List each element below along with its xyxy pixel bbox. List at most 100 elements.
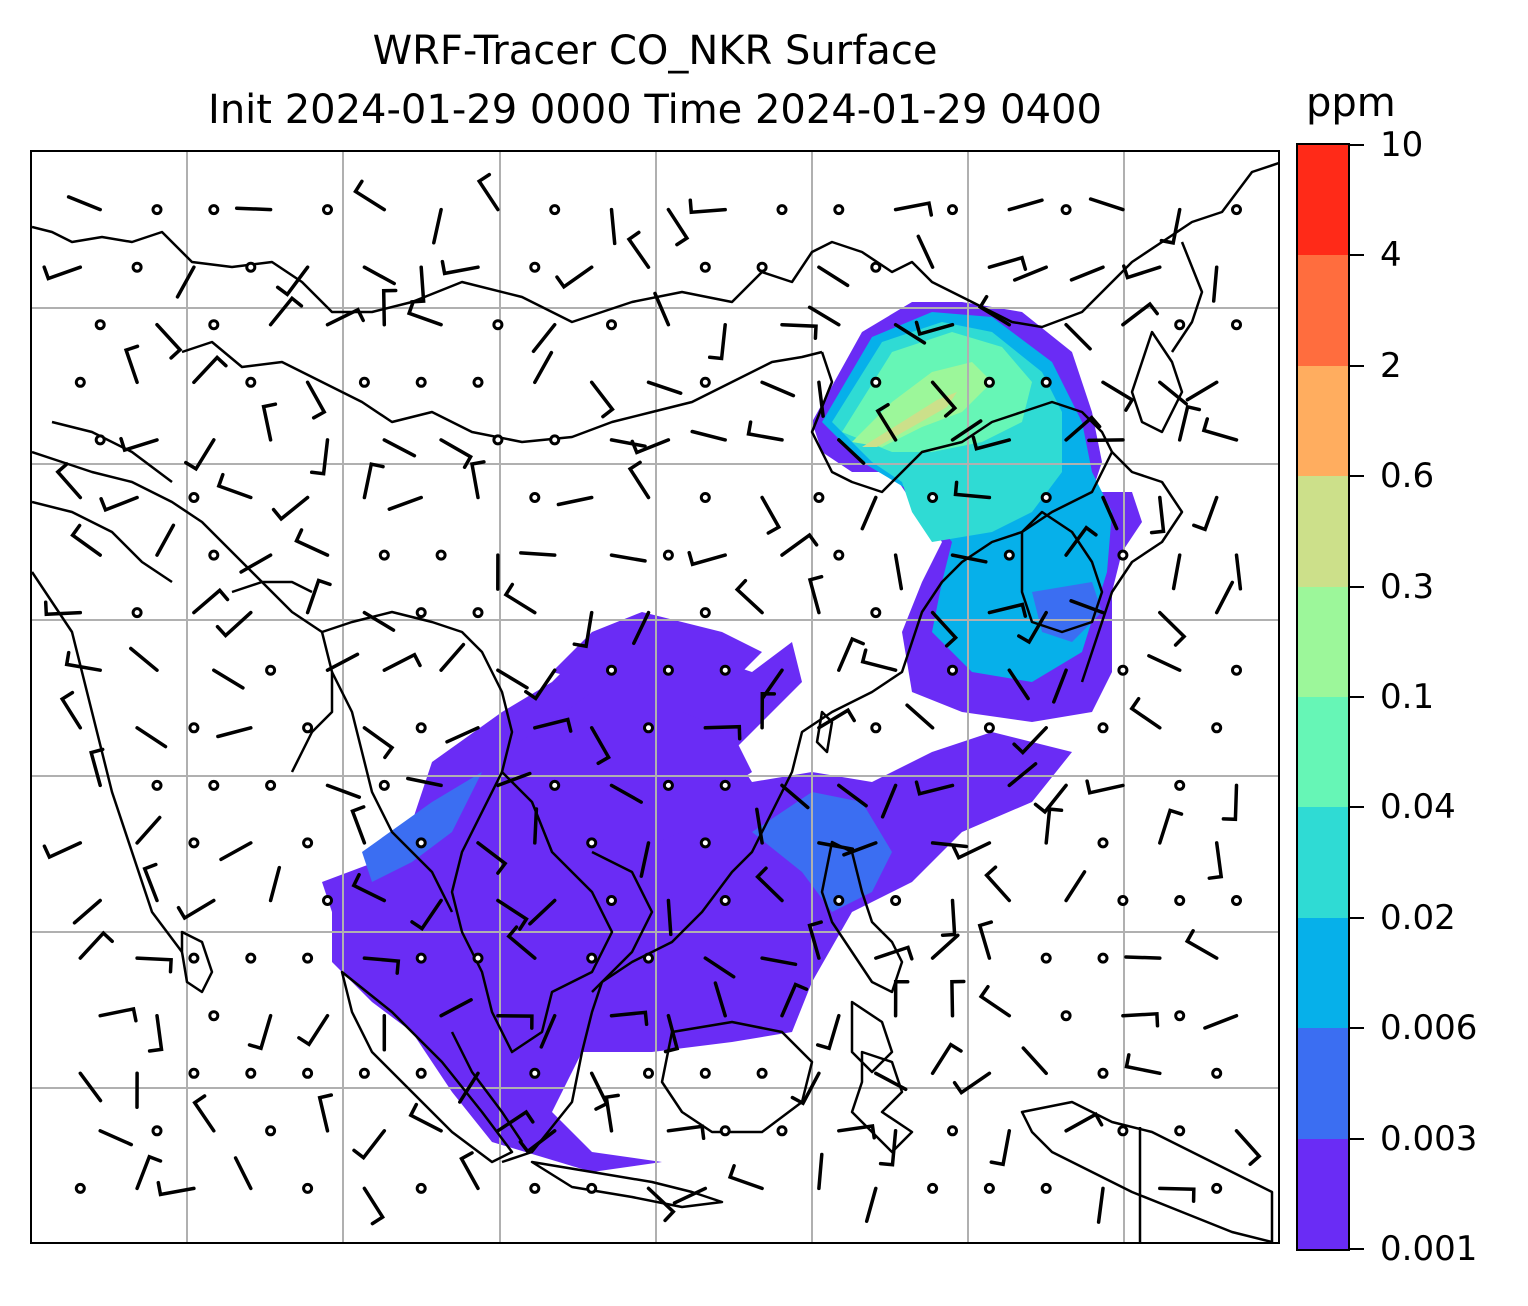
wind-barb	[362, 462, 385, 500]
wind-barb	[807, 574, 824, 615]
wind-barb	[666, 1124, 706, 1141]
wind-barb	[977, 294, 1012, 327]
calm-wind-marker	[302, 1067, 314, 1079]
wind-barb	[663, 1013, 680, 1054]
colorbar-tick	[1350, 916, 1364, 919]
wind-barb	[630, 438, 671, 455]
wind-barb	[1069, 265, 1105, 282]
calm-wind-marker	[1231, 204, 1242, 216]
wind-barb	[59, 690, 83, 730]
wind-barb	[760, 692, 777, 730]
wind-barb	[381, 288, 398, 327]
calm-wind-marker	[1060, 1010, 1072, 1022]
wind-barb	[123, 344, 140, 385]
calm-wind-marker	[662, 549, 674, 561]
colorbar-segment	[1298, 586, 1348, 697]
wind-barb	[589, 380, 615, 419]
calm-wind-marker	[208, 779, 220, 791]
colorbar-tick	[1350, 144, 1364, 146]
calm-wind-marker	[983, 376, 995, 388]
wind-barb	[984, 865, 1012, 903]
wind-barb	[459, 1151, 480, 1191]
wind-barb	[1147, 654, 1182, 672]
wind-barb	[1192, 495, 1219, 532]
wind-barb	[503, 582, 537, 615]
wind-barb	[1177, 404, 1202, 442]
wind-barb	[135, 815, 162, 845]
wind-barb	[297, 1013, 330, 1047]
wind-barb	[1203, 1013, 1239, 1030]
calm-wind-marker	[870, 722, 882, 734]
calm-wind-marker	[435, 549, 447, 561]
wind-barb	[589, 1071, 610, 1111]
wind-barb	[42, 265, 83, 281]
calm-wind-marker	[415, 1182, 427, 1194]
calm-wind-marker	[606, 664, 617, 676]
wind-barb	[1064, 870, 1087, 903]
calm-wind-marker	[549, 204, 561, 216]
wind-barb	[556, 495, 594, 507]
wind-barb	[268, 865, 282, 903]
wind-barb	[880, 783, 898, 819]
wind-barb	[703, 956, 736, 979]
calm-wind-marker	[529, 1067, 541, 1079]
wind-barb	[362, 726, 395, 760]
calm-wind-marker	[1231, 664, 1242, 676]
calm-wind-marker	[870, 261, 882, 273]
colorbar-tick-label: 0.006	[1380, 1008, 1478, 1049]
calm-wind-marker	[870, 607, 882, 619]
wind-barb	[1088, 197, 1125, 212]
wind-barb	[387, 495, 423, 511]
wind-barb	[653, 291, 671, 327]
wind-barb	[672, 1186, 708, 1205]
wind-barb	[305, 578, 332, 615]
wind-barb	[639, 841, 651, 878]
wind-barb	[1171, 553, 1182, 591]
wind-barb	[362, 1186, 386, 1226]
wind-barbs	[42, 172, 1262, 1226]
colorbar-tick-label: 0.6	[1380, 456, 1435, 497]
calm-wind-marker	[529, 1182, 541, 1194]
calm-wind-marker	[1040, 492, 1052, 503]
calm-wind-marker	[472, 607, 484, 619]
calm-wind-marker	[415, 607, 427, 619]
wind-barb	[807, 305, 841, 327]
colorbar-segment	[1298, 144, 1348, 256]
wind-barb	[817, 265, 850, 288]
wind-barb	[837, 438, 866, 465]
wind-barb	[528, 898, 557, 926]
colorbar-tick-label: 4	[1380, 235, 1402, 276]
map-svg	[32, 152, 1278, 1242]
plume-south-central	[502, 692, 752, 852]
calm-wind-marker	[1097, 952, 1109, 964]
colorbar-tick	[1350, 696, 1364, 698]
colorbar-tick	[1350, 475, 1364, 478]
wind-barb	[72, 898, 102, 925]
wind-barb	[572, 610, 594, 649]
calm-wind-marker	[586, 952, 598, 964]
calm-wind-marker	[586, 1182, 598, 1194]
calm-wind-marker	[1231, 895, 1242, 906]
wind-barb	[860, 495, 878, 531]
wind-barb	[987, 255, 1028, 271]
wind-barb	[817, 707, 856, 730]
wind-barb	[440, 259, 480, 276]
colorbar	[1296, 143, 1350, 1251]
wind-barb	[1121, 1011, 1160, 1028]
calm-wind-marker	[322, 895, 333, 906]
calm-wind-marker	[208, 319, 220, 331]
wind-barb	[760, 380, 796, 398]
wind-barb	[837, 783, 868, 808]
colorbar-segment	[1298, 365, 1348, 477]
map-panel	[30, 150, 1280, 1244]
wind-barb	[1122, 264, 1162, 280]
wind-barb	[905, 703, 935, 730]
calm-wind-marker	[245, 376, 257, 388]
wind-barb	[951, 841, 992, 861]
calm-wind-marker	[302, 722, 314, 734]
wind-barb	[382, 438, 417, 458]
calm-wind-marker	[151, 779, 163, 791]
calm-wind-marker	[776, 1125, 788, 1137]
wind-barb	[78, 1071, 103, 1103]
wind-barb	[1201, 417, 1239, 442]
